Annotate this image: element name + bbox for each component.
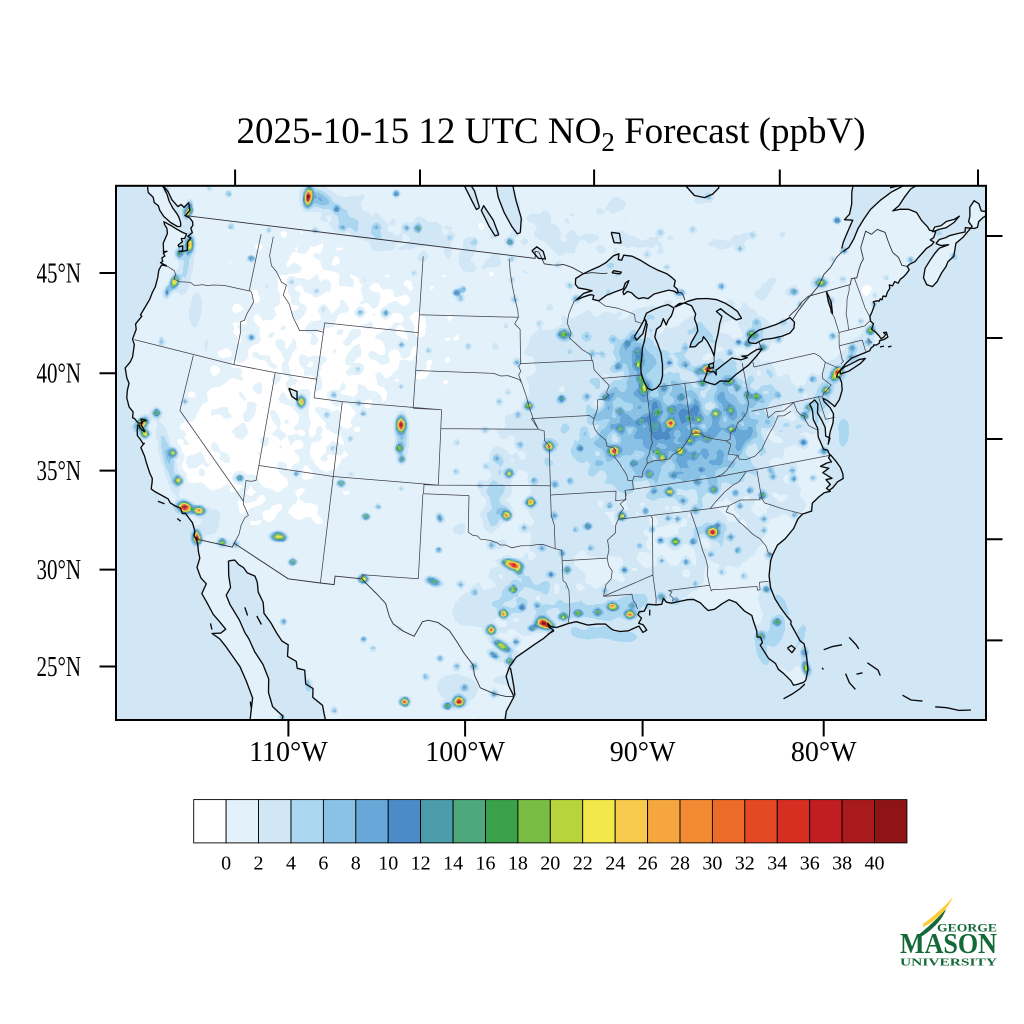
svg-text:12: 12 (411, 853, 431, 875)
svg-text:36: 36 (800, 853, 820, 875)
svg-text:20: 20 (540, 853, 560, 875)
svg-text:0: 0 (221, 853, 231, 875)
svg-text:10: 10 (378, 853, 398, 875)
svg-text:2: 2 (254, 853, 264, 875)
svg-text:UNIVERSITY: UNIVERSITY (900, 958, 998, 969)
svg-text:35°N: 35°N (37, 456, 82, 487)
svg-text:30: 30 (702, 853, 722, 875)
svg-text:26: 26 (638, 853, 658, 875)
svg-text:14: 14 (443, 853, 463, 875)
svg-text:110°W: 110°W (249, 737, 328, 768)
svg-text:8: 8 (351, 853, 361, 875)
svg-text:18: 18 (508, 853, 528, 875)
svg-text:45°N: 45°N (37, 259, 82, 290)
svg-text:90°W: 90°W (610, 737, 676, 768)
svg-text:30°N: 30°N (37, 555, 82, 586)
svg-text:4: 4 (286, 853, 296, 875)
svg-text:2025-10-15 12 UTC NO2 Forecast: 2025-10-15 12 UTC NO2 Forecast (ppbV) (236, 111, 865, 157)
svg-text:22: 22 (573, 853, 593, 875)
svg-text:6: 6 (318, 853, 328, 875)
svg-text:38: 38 (832, 853, 852, 875)
svg-text:16: 16 (476, 853, 496, 875)
svg-text:MASON: MASON (900, 929, 997, 960)
svg-text:34: 34 (767, 853, 787, 875)
svg-text:32: 32 (735, 853, 755, 875)
svg-text:25°N: 25°N (37, 652, 82, 683)
svg-text:80°W: 80°W (791, 737, 857, 768)
svg-text:100°W: 100°W (425, 737, 505, 768)
svg-text:40°N: 40°N (37, 359, 82, 390)
svg-text:28: 28 (670, 853, 690, 875)
svg-text:GEORGE: GEORGE (937, 921, 997, 935)
svg-text:40: 40 (865, 853, 885, 875)
svg-text:24: 24 (605, 853, 625, 875)
